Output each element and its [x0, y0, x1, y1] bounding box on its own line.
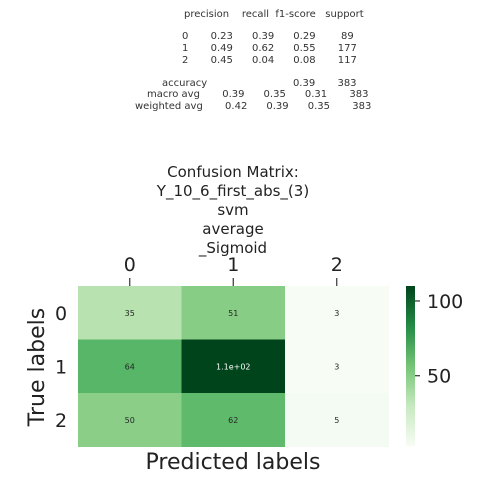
colorbar-gradient	[406, 286, 415, 446]
cell-value-label: 5	[334, 416, 339, 425]
heatmap-cell	[78, 286, 182, 340]
heatmap-cell	[181, 393, 286, 447]
colorbar-tick-label: 50	[427, 366, 451, 388]
heatmap-cell	[285, 286, 389, 340]
cell-value-label: 1.1e+02	[216, 362, 251, 371]
cell-value-label: 64	[125, 362, 135, 371]
x-tick-label: 2	[331, 254, 343, 276]
x-axis: 0 1 2	[124, 254, 343, 286]
chart-title-line: _Sigmoid	[198, 239, 267, 258]
chart-title-line: average	[202, 220, 263, 238]
x-tick-label: 1	[227, 254, 239, 276]
report-row-0: 0 0.23 0.39 0.29 89	[182, 31, 354, 42]
colorbar: 50 100	[406, 286, 463, 446]
heatmap-cell	[285, 393, 389, 447]
x-tick-label: 0	[124, 254, 136, 276]
chart-title-line: Y_10_6_first_abs_(3)	[156, 182, 309, 201]
heatmap-cell	[285, 339, 389, 394]
cell-value-label: 50	[125, 416, 135, 425]
report-macro-avg-row: macro avg 0.39 0.35 0.31 383	[147, 89, 369, 100]
y-tick-label: 2	[55, 410, 67, 432]
chart-title-line: svm	[217, 201, 248, 219]
report-row-2: 2 0.45 0.04 0.08 117	[182, 55, 357, 66]
heatmap-cell	[181, 286, 286, 340]
y-tick-label: 0	[55, 303, 67, 325]
heatmap-cell	[181, 339, 286, 394]
y-axis: 0 1 2	[55, 303, 67, 432]
heatmap-cells: 35 51 3 64 1.1e+02 3 50 62 5	[78, 286, 389, 447]
cell-value-label: 3	[334, 362, 339, 371]
cell-value-label: 3	[334, 309, 339, 318]
heatmap-cell	[78, 393, 182, 447]
colorbar-tick-label: 100	[427, 291, 463, 313]
cell-value-label: 62	[228, 416, 238, 425]
y-tick-label: 1	[55, 356, 67, 378]
report-weighted-avg-row: weighted avg 0.42 0.39 0.35 383	[135, 101, 372, 112]
x-axis-label: Predicted labels	[146, 450, 321, 475]
chart-title: Confusion Matrix:Y_10_6_first_abs_(3)svm…	[156, 163, 309, 258]
report-row-1: 1 0.49 0.62 0.55 177	[182, 43, 357, 54]
y-axis-label: True labels	[25, 308, 50, 427]
chart-title-line: Confusion Matrix:	[167, 163, 299, 181]
cell-value-label: 51	[228, 309, 238, 318]
heatmap-cell	[78, 339, 182, 394]
report-header: precision recall f1-score support	[184, 9, 364, 20]
cell-value-label: 35	[125, 309, 135, 318]
classification-report: precision recall f1-score support 0 0.23…	[0, 0, 500, 140]
report-accuracy-row: accuracy 0.39 383	[162, 78, 357, 89]
